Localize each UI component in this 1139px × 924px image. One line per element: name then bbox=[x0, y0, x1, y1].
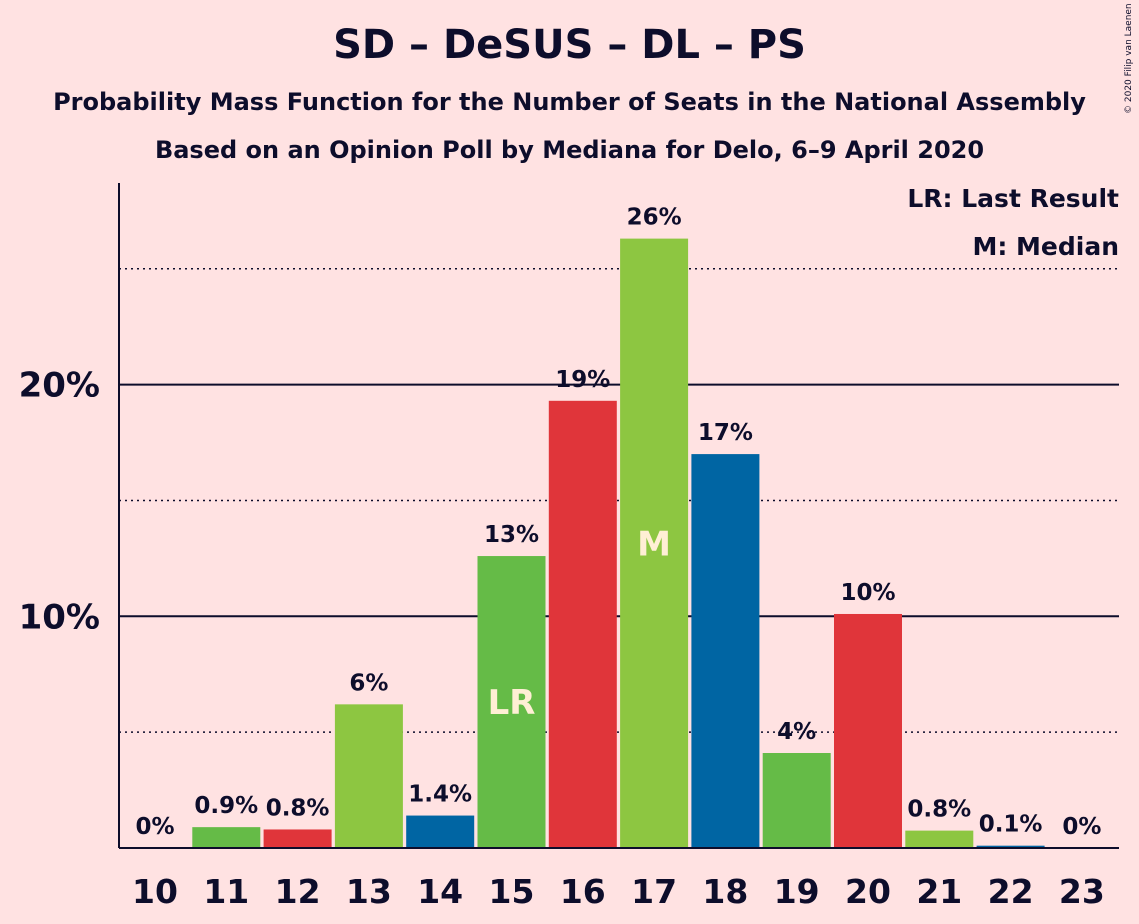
data-label: 17% bbox=[698, 420, 753, 446]
x-tick-label: 22 bbox=[988, 872, 1034, 911]
data-label: 10% bbox=[840, 580, 895, 606]
bar bbox=[620, 238, 689, 849]
bar bbox=[834, 613, 902, 848]
data-label: 0.9% bbox=[194, 793, 258, 819]
data-label: 0.8% bbox=[266, 795, 330, 821]
chart-subtitle-poll: Based on an Opinion Poll by Mediana for … bbox=[154, 136, 985, 164]
bar bbox=[691, 454, 760, 848]
bar bbox=[477, 556, 546, 848]
bar bbox=[905, 830, 974, 848]
x-tick-label: 13 bbox=[346, 872, 392, 911]
data-label: 19% bbox=[555, 367, 610, 393]
x-tick-label: 16 bbox=[560, 872, 606, 911]
data-label: 13% bbox=[484, 522, 539, 548]
data-label: 0.1% bbox=[979, 812, 1043, 838]
data-label: 0% bbox=[1062, 814, 1101, 840]
data-label: 1.4% bbox=[408, 782, 472, 808]
x-tick-label: 23 bbox=[1059, 872, 1105, 911]
bar bbox=[192, 827, 261, 848]
bar-marker-lr: LR bbox=[488, 683, 536, 723]
chart-subtitle: Probability Mass Function for the Number… bbox=[53, 88, 1086, 116]
x-tick-label: 19 bbox=[774, 872, 820, 911]
bar bbox=[762, 753, 831, 848]
legend-last-result: LR: Last Result bbox=[907, 184, 1119, 213]
bar bbox=[976, 845, 1045, 848]
y-tick-label: 20% bbox=[19, 366, 100, 406]
bar bbox=[406, 815, 475, 848]
x-tick-label: 18 bbox=[702, 872, 748, 911]
x-tick-label: 20 bbox=[845, 872, 891, 911]
x-tick-label: 15 bbox=[489, 872, 535, 911]
data-label: 0% bbox=[135, 814, 174, 840]
bar bbox=[334, 704, 403, 848]
x-tick-label: 10 bbox=[132, 872, 178, 911]
data-label: 26% bbox=[627, 205, 682, 231]
x-tick-label: 21 bbox=[916, 872, 962, 911]
y-tick-label: 10% bbox=[19, 597, 100, 637]
bar-marker-m: M bbox=[637, 524, 671, 564]
data-label: 6% bbox=[349, 670, 388, 696]
x-tick-label: 14 bbox=[417, 872, 463, 911]
x-tick-label: 17 bbox=[631, 872, 677, 911]
legend-median: M: Median bbox=[972, 232, 1119, 261]
x-tick-label: 11 bbox=[203, 872, 249, 911]
data-label: 4% bbox=[777, 719, 816, 745]
bar bbox=[263, 829, 332, 848]
bar bbox=[548, 400, 617, 848]
x-tick-label: 12 bbox=[275, 872, 321, 911]
data-label: 0.8% bbox=[907, 797, 971, 823]
chart-title: SD – DeSUS – DL – PS bbox=[333, 22, 806, 68]
